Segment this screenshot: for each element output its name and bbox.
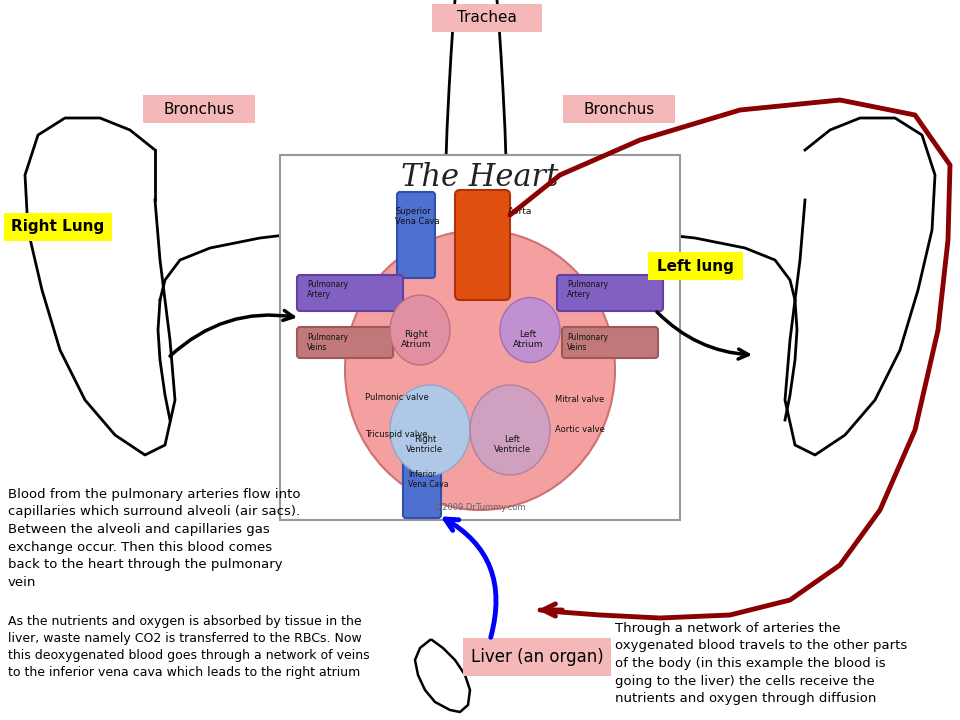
Ellipse shape [470, 385, 550, 475]
FancyBboxPatch shape [143, 95, 255, 123]
Text: Superior
Vena Cava: Superior Vena Cava [395, 207, 440, 226]
FancyBboxPatch shape [397, 192, 435, 278]
FancyBboxPatch shape [280, 155, 680, 520]
FancyBboxPatch shape [557, 275, 663, 311]
Text: Trachea: Trachea [457, 11, 516, 25]
Text: Liver (an organ): Liver (an organ) [470, 648, 604, 666]
Ellipse shape [500, 297, 560, 362]
Text: Right
Atrium: Right Atrium [400, 330, 431, 349]
Text: Blood from the pulmonary arteries flow into
capillaries which surround alveoli (: Blood from the pulmonary arteries flow i… [8, 488, 300, 588]
Text: Bronchus: Bronchus [584, 102, 655, 117]
Text: Through a network of arteries the
oxygenated blood travels to the other parts
of: Through a network of arteries the oxygen… [615, 622, 907, 705]
Text: Tricuspid valve: Tricuspid valve [365, 430, 427, 439]
Text: The Heart: The Heart [401, 161, 559, 192]
Text: Left
Ventricle: Left Ventricle [493, 435, 531, 454]
Text: ©2009 DrTummy.com: ©2009 DrTummy.com [434, 503, 526, 513]
Ellipse shape [390, 295, 450, 365]
FancyBboxPatch shape [297, 275, 403, 311]
FancyBboxPatch shape [648, 252, 743, 280]
FancyBboxPatch shape [403, 417, 441, 518]
Text: Mitral valve: Mitral valve [555, 395, 604, 404]
Text: Pulmonary
Veins: Pulmonary Veins [567, 333, 608, 352]
FancyBboxPatch shape [297, 327, 393, 358]
FancyBboxPatch shape [455, 190, 510, 300]
Ellipse shape [390, 385, 470, 475]
Text: Pulmonary
Artery: Pulmonary Artery [307, 280, 348, 300]
Text: Bronchus: Bronchus [163, 102, 234, 117]
Text: Right
Ventricle: Right Ventricle [406, 435, 444, 454]
FancyBboxPatch shape [563, 95, 675, 123]
Ellipse shape [345, 230, 615, 510]
FancyBboxPatch shape [463, 638, 611, 676]
Text: Pulmonary
Veins: Pulmonary Veins [307, 333, 348, 352]
FancyBboxPatch shape [432, 4, 542, 32]
Text: Aortic valve: Aortic valve [555, 425, 605, 434]
Text: Pulmonary
Artery: Pulmonary Artery [567, 280, 608, 300]
FancyBboxPatch shape [562, 327, 658, 358]
Text: Pulmonic valve: Pulmonic valve [365, 393, 429, 402]
Text: Aorta: Aorta [508, 207, 533, 216]
Text: As the nutrients and oxygen is absorbed by tissue in the
liver, waste namely CO2: As the nutrients and oxygen is absorbed … [8, 615, 370, 679]
FancyBboxPatch shape [4, 213, 112, 241]
Text: Inferior
Vena Cava: Inferior Vena Cava [408, 470, 448, 490]
Text: Left
Atrium: Left Atrium [513, 330, 543, 349]
Text: Right Lung: Right Lung [12, 220, 105, 235]
Text: Left lung: Left lung [657, 258, 734, 274]
